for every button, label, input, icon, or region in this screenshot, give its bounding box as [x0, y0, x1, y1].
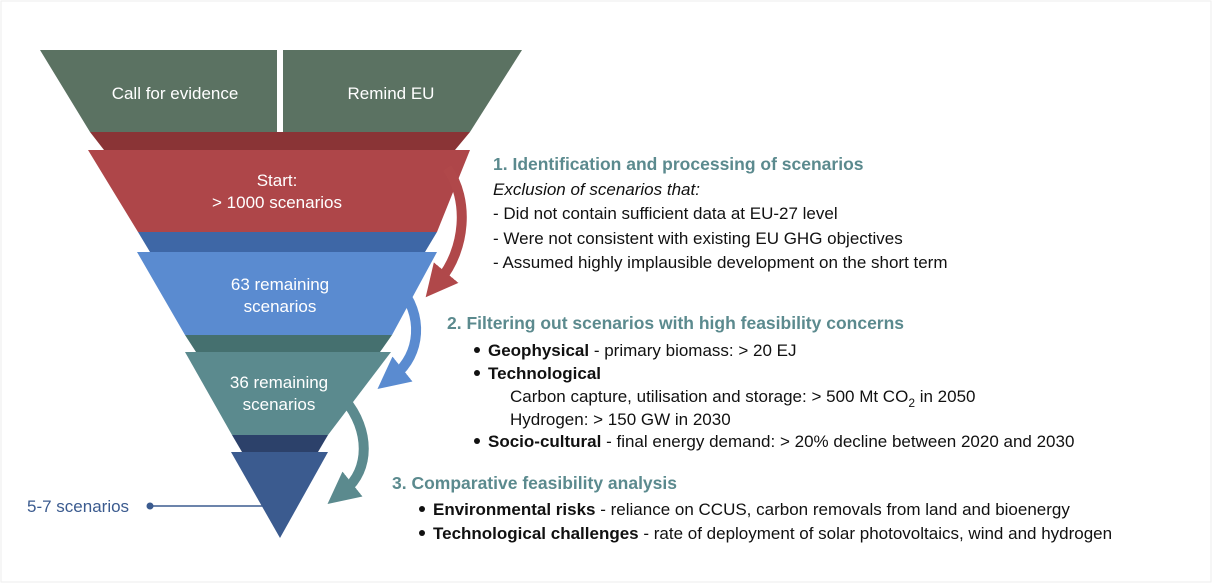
arrow	[327, 396, 369, 505]
top-label: Call for evidence	[112, 84, 239, 103]
step-item: Environmental risks - reliance on CCUS, …	[433, 500, 1070, 519]
bullet	[474, 370, 480, 376]
stage-label: 36 remaining	[230, 373, 328, 392]
step-item: Technological challenges - rate of deplo…	[433, 524, 1112, 543]
step-item: - Were not consistent with existing EU G…	[493, 229, 903, 248]
step-title: 3. Comparative feasibility analysis	[392, 473, 677, 493]
step-item: Geophysical - primary biomass: > 20 EJ	[488, 341, 796, 360]
item-text: - primary biomass: > 20 EJ	[589, 341, 796, 360]
stage	[231, 452, 328, 538]
item-text: - rate of deployment of solar photovolta…	[639, 524, 1112, 543]
stage-label: > 1000 scenarios	[212, 193, 342, 212]
item-bold: Environmental risks	[433, 500, 596, 519]
step-intro: Exclusion of scenarios that:	[493, 180, 700, 199]
bullet	[419, 506, 425, 512]
band	[185, 335, 392, 352]
sub-item: Hydrogen: > 150 GW in 2030	[510, 410, 731, 429]
arrow	[377, 281, 422, 390]
stage-label: scenarios	[243, 395, 316, 414]
band	[90, 132, 470, 150]
top-box	[40, 50, 277, 132]
step-item: - Did not contain sufficient data at EU-…	[493, 204, 838, 223]
bullet	[474, 438, 480, 444]
item-text: - final energy demand: > 20% decline bet…	[601, 432, 1074, 451]
sub-item: Carbon capture, utilisation and storage:…	[510, 387, 976, 410]
item-bold: Socio-cultural	[488, 432, 601, 451]
stage-label: 63 remaining	[231, 275, 329, 294]
leader-dot	[146, 502, 154, 510]
arrow	[425, 165, 467, 298]
band	[232, 435, 328, 452]
top-label: Remind EU	[348, 84, 435, 103]
item-bold: Technological challenges	[433, 524, 639, 543]
step-item: Socio-cultural - final energy demand: > …	[488, 432, 1074, 451]
band	[138, 232, 437, 252]
step-title: 2. Filtering out scenarios with high fea…	[447, 313, 904, 333]
result-label: 5-7 scenarios	[27, 497, 129, 516]
step-item: - Assumed highly implausible development…	[493, 253, 948, 272]
step-item: Technological	[488, 364, 601, 383]
bullet	[419, 530, 425, 536]
subscript: 2	[908, 396, 915, 410]
item-bold: Geophysical	[488, 341, 589, 360]
top-box	[283, 50, 522, 132]
stage	[137, 252, 437, 335]
step-title: 1. Identification and processing of scen…	[493, 154, 864, 174]
stage	[88, 150, 470, 232]
bullet	[474, 347, 480, 353]
sub-text: in 2050	[915, 387, 976, 406]
stage-label: Start:	[257, 171, 298, 190]
sub-text: Carbon capture, utilisation and storage:…	[510, 387, 908, 406]
stage	[185, 352, 391, 435]
item-text: - reliance on CCUS, carbon removals from…	[596, 500, 1071, 519]
stage-label: scenarios	[244, 297, 317, 316]
